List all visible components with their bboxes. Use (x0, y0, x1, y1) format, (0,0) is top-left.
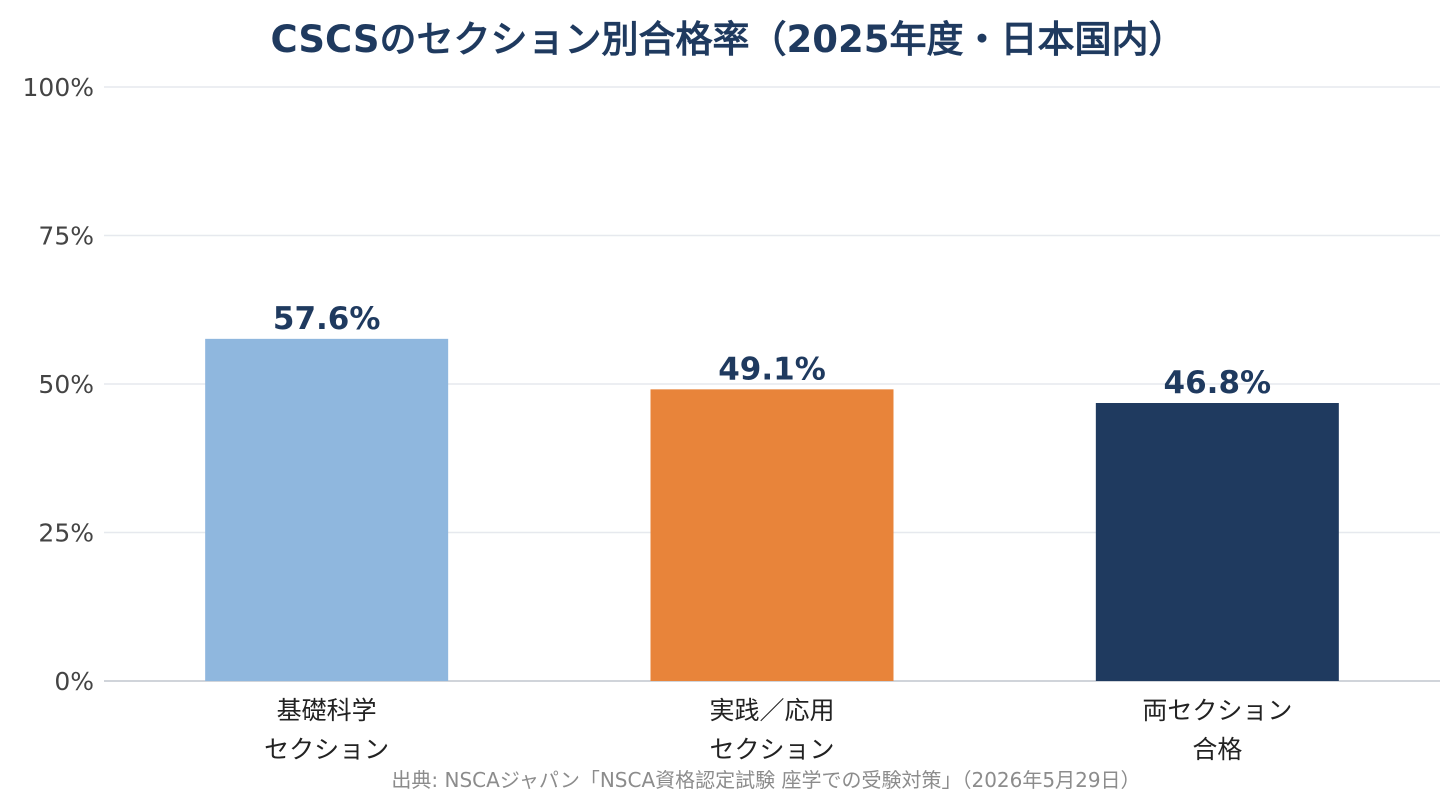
y-tick-label: 50% (38, 370, 94, 399)
bar (650, 389, 894, 681)
bar (205, 338, 449, 681)
bars (205, 338, 1339, 681)
x-tick-label: 合格 (1192, 735, 1242, 764)
bar-value-labels: 57.6% 49.1% 46.8% (273, 301, 1271, 401)
x-tick-label: 基礎科学 (277, 696, 377, 725)
y-tick-label: 75% (38, 222, 94, 251)
y-tick-label: 25% (38, 519, 94, 548)
x-tick-label: 両セクション (1142, 696, 1292, 725)
chart-title: CSCSのセクション別合格率（2025年度・日本国内） (271, 18, 1186, 61)
x-tick-label: セクション (264, 735, 389, 764)
bar (1095, 403, 1339, 681)
y-axis-tick-labels: 0% 25% 50% 75% 100% (23, 73, 94, 696)
bar-value-label: 46.8% (1164, 365, 1272, 401)
bar-value-label: 49.1% (718, 351, 826, 387)
source-note: 出典: NSCAジャパン「NSCA資格認定試験 座学での受験対策」（2026年5… (391, 768, 1140, 792)
x-tick-label: セクション (709, 735, 834, 764)
bar-value-label: 57.6% (273, 301, 381, 337)
y-tick-label: 0% (54, 667, 94, 696)
x-tick-label: 実践／応用 (709, 696, 834, 725)
y-tick-label: 100% (23, 73, 94, 102)
